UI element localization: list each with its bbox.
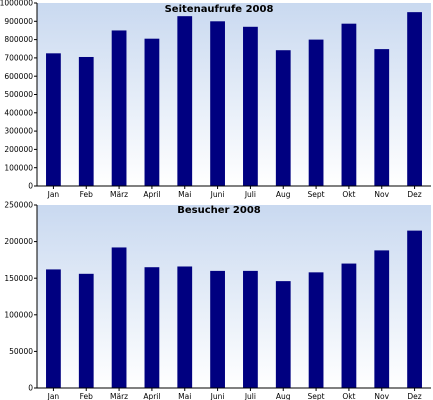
y-tick-label: 0 <box>28 182 33 191</box>
y-tick-label: 150000 <box>4 274 33 283</box>
axes <box>36 3 431 187</box>
bar-7 <box>275 281 291 388</box>
y-tick-label: 800000 <box>4 35 33 44</box>
x-tick-label: März <box>110 190 128 199</box>
y-tick-label: 1000000 <box>0 0 33 8</box>
bar-5 <box>210 270 225 388</box>
y-tick-label: 50000 <box>9 347 33 356</box>
y-tick-label: 200000 <box>4 145 33 154</box>
bar-10 <box>374 250 390 388</box>
x-tick-label: Feb <box>80 392 94 400</box>
y-tick-label: 0 <box>28 384 33 393</box>
bar-4 <box>177 266 193 388</box>
bar-11 <box>407 230 422 388</box>
axes <box>36 205 431 389</box>
bar-1 <box>78 273 94 388</box>
bar-0 <box>46 53 61 187</box>
bar-11 <box>407 12 422 187</box>
bar-5 <box>210 21 225 186</box>
x-tick-label: Okt <box>342 190 355 199</box>
x-axis-ticks: Jan Feb März April Mai Juni Juli Aug Sept Okt Nov D… <box>47 388 422 400</box>
x-tick-label: Juli <box>244 392 256 400</box>
x-tick-label: April <box>143 190 160 199</box>
bar-2 <box>111 30 127 187</box>
x-tick-label: Feb <box>80 190 94 199</box>
x-tick-label: Mai <box>178 190 191 199</box>
plot-area <box>37 205 431 388</box>
y-tick-label: 400000 <box>4 108 33 117</box>
x-tick-label: Okt <box>342 392 355 400</box>
y-axis-ticks: 0 50000 100000 150000 200000 250000 <box>4 201 37 393</box>
x-tick-label: Jan <box>47 190 60 199</box>
x-tick-label: Aug <box>276 392 291 400</box>
y-tick-label: 200000 <box>4 237 33 246</box>
x-tick-label: Juli <box>244 190 256 199</box>
x-tick-label: Sept <box>308 392 325 400</box>
y-tick-label: 900000 <box>4 17 33 26</box>
x-tick-label: März <box>110 392 128 400</box>
y-tick-label: 600000 <box>4 72 33 81</box>
x-tick-label: Nov <box>374 190 389 199</box>
bar-3 <box>144 38 160 187</box>
bar-7 <box>275 50 291 186</box>
y-axis-ticks: 0 100000 200000 300000 400000 500000 600000 700… <box>0 0 37 191</box>
y-tick-label: 100000 <box>4 163 33 172</box>
bar-1 <box>78 56 94 186</box>
plot-area <box>37 3 431 186</box>
y-tick-label: 300000 <box>4 127 33 136</box>
bar-2 <box>111 247 127 388</box>
x-tick-label: Dez <box>407 392 421 400</box>
bar-9 <box>341 23 357 186</box>
x-tick-label: Mai <box>178 392 191 400</box>
y-tick-label: 500000 <box>4 90 33 99</box>
x-tick-label: Juni <box>210 392 225 400</box>
bar-4 <box>177 16 193 187</box>
bar-8 <box>308 39 324 186</box>
bar-6 <box>243 270 258 388</box>
x-axis-ticks: Jan Feb März April Mai Juni Juli Aug Sept Okt Nov D… <box>47 186 422 199</box>
x-tick-label: Dez <box>407 190 421 199</box>
visitors-chart: Besucher 2008 0 50000 100000 150000 200000 25… <box>4 201 431 400</box>
x-tick-label: Juni <box>210 190 225 199</box>
bar-6 <box>243 26 258 187</box>
x-tick-label: April <box>143 392 160 400</box>
bar-3 <box>144 267 160 388</box>
x-tick-label: Nov <box>374 392 389 400</box>
bar-0 <box>46 269 61 388</box>
bar-10 <box>374 49 390 187</box>
bar-series <box>46 230 422 388</box>
pageviews-chart: Seitenaufrufe 2008 0 100000 200000 300000 40… <box>0 0 431 199</box>
x-tick-label: Jan <box>47 392 60 400</box>
y-tick-label: 250000 <box>4 201 33 210</box>
chart-title: Besucher 2008 <box>177 205 261 216</box>
bar-9 <box>341 263 357 388</box>
y-tick-label: 700000 <box>4 54 33 63</box>
x-tick-label: Aug <box>276 190 291 199</box>
x-tick-label: Sept <box>308 190 325 199</box>
bar-series <box>46 12 422 187</box>
chart-title: Seitenaufrufe 2008 <box>165 4 274 15</box>
y-tick-label: 100000 <box>4 310 33 319</box>
bar-8 <box>308 272 324 388</box>
